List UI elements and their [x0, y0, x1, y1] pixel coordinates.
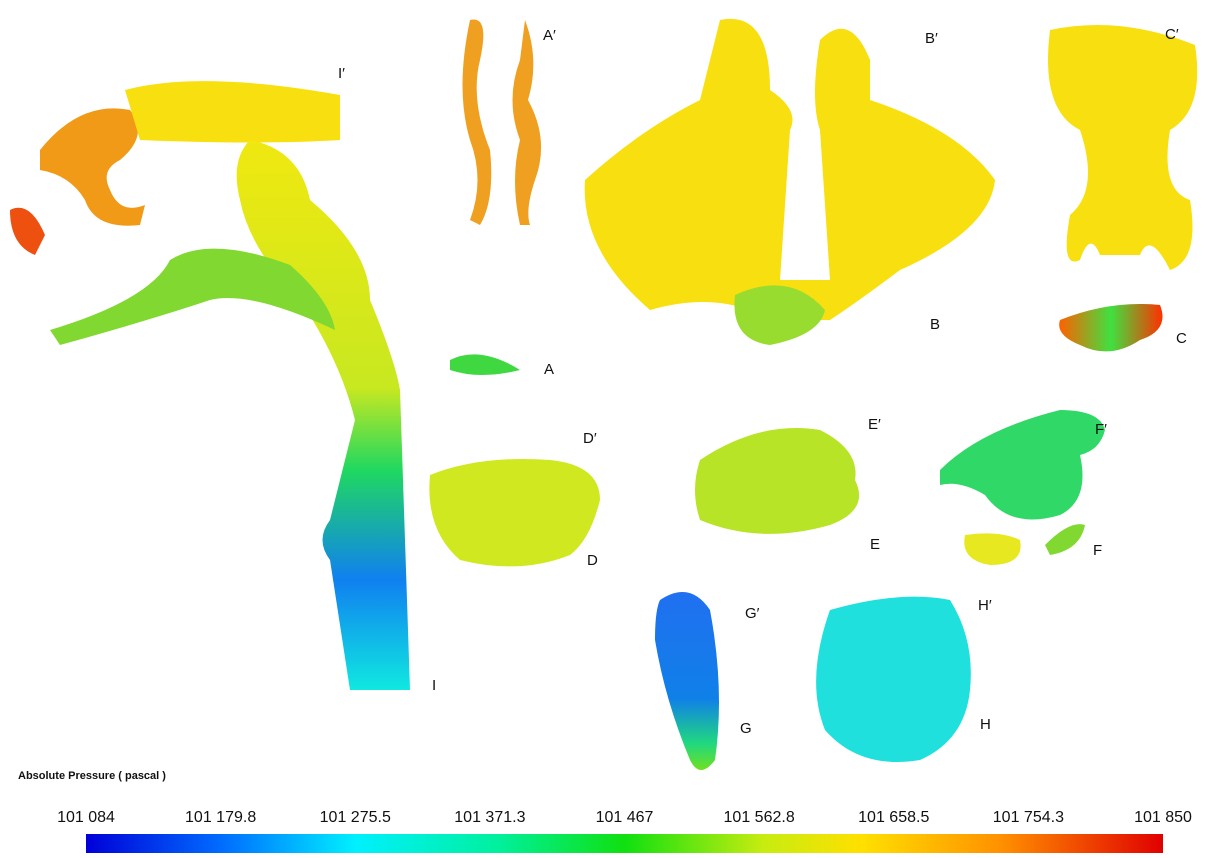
panel-label: F	[1093, 542, 1102, 559]
page: {"labels": ["A\u2032", "I\u2032", "B\u20…	[0, 0, 1209, 853]
colorbar: Absolute Pressure ( pascal ) 101 084 101 …	[18, 770, 1192, 853]
panel-label: D′	[583, 430, 597, 447]
colorbar-tick-label: 101 084	[57, 809, 115, 826]
colorbar-gradient	[86, 834, 1163, 853]
colorbar-tick-label: 101 467	[596, 809, 654, 826]
panel-label: A′	[543, 27, 556, 44]
panel-label: H′	[978, 597, 992, 614]
colorbar-tick-label: 101 371.3	[454, 809, 525, 826]
colorbar-tick-label: 101 275.5	[320, 809, 391, 826]
colorbar-tick-label: 101 179.8	[185, 809, 256, 826]
panel-label: I	[432, 677, 436, 694]
panel-label: I′	[338, 65, 345, 82]
panel-label: G	[740, 720, 752, 737]
figure: A′ I′ B′ C′ B C A D′ E′ F′ D E F G′ H′ G…	[0, 0, 1209, 853]
colorbar-tick-label: 101 850	[1134, 809, 1192, 826]
panel-label: E′	[868, 416, 881, 433]
colorbar-tick-label: 101 658.5	[858, 809, 929, 826]
panel-label: B′	[925, 30, 938, 47]
panel-label: E	[870, 536, 880, 553]
panel-label: D	[587, 552, 598, 569]
contour-shapes	[10, 19, 1197, 770]
panel-label: F′	[1095, 421, 1107, 438]
colorbar-tick-label: 101 562.8	[724, 809, 795, 826]
panel-label: C′	[1165, 26, 1179, 43]
colorbar-tick-label: 101 754.3	[993, 809, 1064, 826]
panel-label: B	[930, 316, 940, 333]
panel-label: A	[544, 361, 554, 378]
panel-label: H	[980, 716, 991, 733]
panel-label: C	[1176, 330, 1187, 347]
panel-label: G′	[745, 605, 760, 622]
colorbar-title: Absolute Pressure ( pascal )	[18, 770, 166, 782]
